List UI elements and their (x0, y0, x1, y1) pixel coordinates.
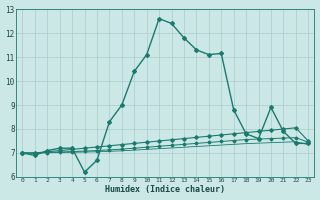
X-axis label: Humidex (Indice chaleur): Humidex (Indice chaleur) (105, 185, 225, 194)
